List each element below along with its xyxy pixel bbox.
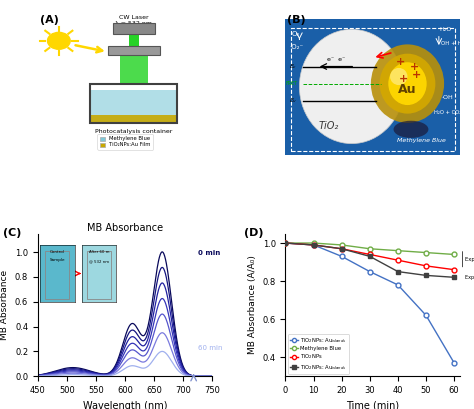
Ellipse shape: [390, 68, 408, 85]
Text: (B): (B): [287, 15, 306, 25]
Bar: [128, 34, 139, 47]
Text: (A): (A): [40, 15, 58, 25]
Text: +: +: [411, 70, 421, 80]
Legend: Methylene Blue, TiO₂NPs:Au Film: Methylene Blue, TiO₂NPs:Au Film: [98, 134, 153, 150]
Text: $E_v$: $E_v$: [289, 97, 298, 105]
Bar: [108, 46, 160, 55]
Text: (D): (D): [244, 228, 263, 238]
Legend: TiO$_2$NPs: Au$_{islands}$, Methylene Blue, TiO$_2$NPs, TiO$_2$NPs: Au$_{islands: TiO$_2$NPs: Au$_{islands}$, Methylene Bl…: [288, 334, 349, 374]
Text: FRET: FRET: [285, 81, 298, 86]
Text: +: +: [396, 57, 405, 67]
Bar: [113, 22, 155, 34]
Text: (C): (C): [3, 228, 21, 238]
Text: e⁻  e⁻: e⁻ e⁻: [327, 57, 345, 62]
Text: O₂: O₂: [292, 31, 300, 37]
Y-axis label: MB Absorbance (A/A₀): MB Absorbance (A/A₀): [248, 256, 257, 354]
Bar: [91, 115, 176, 121]
Text: Beam Expander: Beam Expander: [110, 48, 157, 53]
Text: H₂O: H₂O: [440, 27, 452, 32]
Text: Methylene Blue: Methylene Blue: [397, 138, 446, 143]
Text: Photocatalysis container: Photocatalysis container: [95, 129, 173, 134]
Text: $E_c$: $E_c$: [289, 62, 298, 71]
Circle shape: [47, 32, 70, 49]
Text: ·OH: ·OH: [442, 95, 454, 101]
Text: Au: Au: [398, 83, 417, 96]
Bar: [291, 28, 455, 151]
Text: ·O₂⁻: ·O₂⁻: [289, 43, 303, 49]
Y-axis label: MB Absorbance: MB Absorbance: [0, 270, 9, 340]
Bar: [90, 84, 177, 123]
X-axis label: Time (min): Time (min): [346, 400, 399, 409]
Ellipse shape: [388, 62, 427, 105]
Bar: [91, 90, 176, 121]
Bar: [120, 55, 148, 84]
Text: +: +: [410, 61, 419, 72]
Text: TiO₂: TiO₂: [319, 121, 339, 131]
Text: 60 min: 60 min: [198, 346, 223, 351]
Ellipse shape: [380, 54, 436, 114]
Ellipse shape: [393, 121, 428, 138]
Text: Exposed to artificial Sunlight: Exposed to artificial Sunlight: [465, 275, 474, 280]
Text: OH + H: OH + H: [441, 41, 461, 46]
Text: H₂O + CO₂: H₂O + CO₂: [434, 110, 461, 115]
X-axis label: Wavelength (nm): Wavelength (nm): [83, 400, 167, 409]
Ellipse shape: [371, 45, 444, 123]
Ellipse shape: [300, 29, 404, 144]
Text: CW Laser
λ = 532 nm: CW Laser λ = 532 nm: [115, 15, 152, 26]
Text: +: +: [400, 74, 409, 84]
Text: Exposed to Laser: Exposed to Laser: [465, 257, 474, 262]
Text: 0 min: 0 min: [198, 249, 220, 256]
Title: MB Absorbance: MB Absorbance: [87, 223, 163, 233]
